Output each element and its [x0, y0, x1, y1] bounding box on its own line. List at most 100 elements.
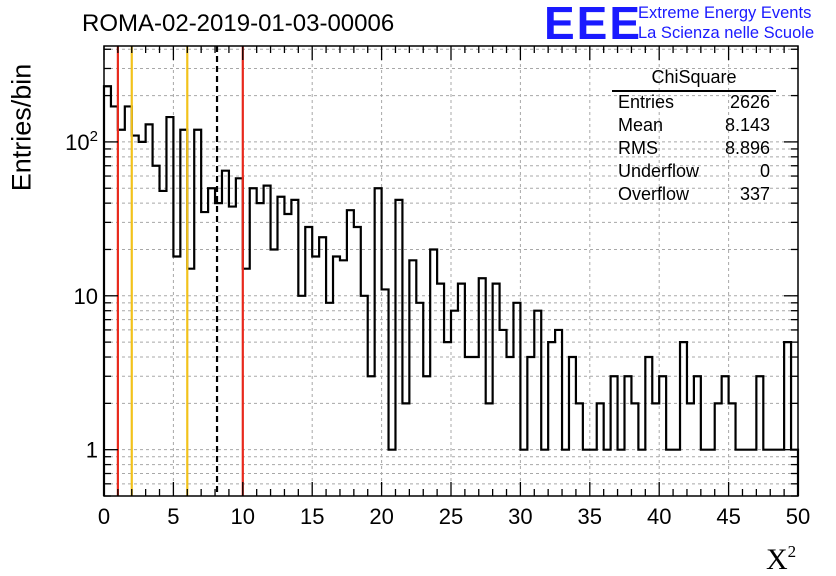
stats-label: Underflow	[618, 161, 700, 181]
histogram-bin	[493, 284, 500, 496]
histogram-bin	[416, 303, 423, 496]
histogram-bin	[645, 357, 652, 496]
histogram-bin	[284, 214, 291, 496]
histogram-bin	[701, 450, 708, 496]
histogram-bin	[423, 376, 430, 496]
histogram-bin	[271, 249, 278, 496]
stats-value: 8.896	[724, 138, 770, 158]
x-axis-ticks: 0 5 10 15 20 25 30 35 40 45 50	[98, 46, 810, 529]
x-tick-label: 15	[300, 504, 324, 529]
y-tick-label: 1	[86, 438, 98, 463]
histogram-bin	[548, 342, 555, 496]
histogram-bin	[340, 260, 347, 496]
histogram-bin	[673, 450, 680, 496]
histogram-bin	[576, 403, 583, 496]
histogram-bin	[736, 450, 743, 496]
y-axis-label: Entries/bin	[6, 63, 37, 192]
x-tick-label: 45	[716, 504, 740, 529]
histogram-bin	[507, 357, 514, 496]
histogram-bin	[278, 197, 285, 496]
stats-label: Overflow	[618, 184, 690, 204]
stats-value: 0	[759, 161, 770, 181]
y-tick-label-base: 10	[65, 130, 89, 155]
histogram-bin	[326, 303, 333, 496]
histogram-bin	[257, 203, 264, 496]
histogram-bin	[715, 403, 722, 496]
y-tick-label-exponent: 2	[90, 128, 98, 145]
histogram-bin	[402, 403, 409, 496]
x-tick-label: 0	[98, 504, 110, 529]
histogram-bin	[638, 450, 645, 496]
histogram-bin	[569, 357, 576, 496]
histogram-bin	[562, 450, 569, 496]
histogram-bin	[479, 278, 486, 496]
y-axis-label-wrap: Entries/bin	[2, 64, 42, 192]
histogram-bin	[229, 207, 236, 496]
histogram-bin	[500, 330, 507, 496]
histogram-bin	[777, 450, 784, 496]
histogram-bin	[160, 191, 167, 496]
histogram-bin	[333, 257, 340, 496]
histogram-bin	[139, 142, 146, 496]
stats-label: Mean	[618, 115, 664, 135]
histogram-bin	[625, 376, 632, 496]
x-tick-label: 40	[647, 504, 671, 529]
histogram-bin	[666, 450, 673, 496]
histogram-bin	[430, 249, 437, 496]
histogram-bin	[770, 450, 777, 496]
histogram-bin	[729, 403, 736, 496]
histogram-bin	[409, 260, 416, 496]
histogram-bin	[444, 342, 451, 496]
histogram-bin	[784, 342, 791, 496]
histogram-bin	[680, 342, 687, 496]
histogram-bin	[652, 403, 659, 496]
histogram-bin	[541, 450, 548, 496]
histogram-bin	[389, 450, 396, 496]
histogram-bin	[687, 403, 694, 496]
x-axis-label-superscript: 2	[787, 542, 797, 561]
stats-label: RMS	[618, 138, 658, 158]
histogram-bin	[201, 212, 208, 496]
histogram-bin	[437, 284, 444, 496]
histogram-bin	[354, 227, 361, 496]
stats-value: 8.143	[724, 115, 770, 135]
histogram-bin	[590, 450, 597, 496]
histogram-bin	[395, 200, 402, 496]
histogram-bin	[291, 200, 298, 496]
histogram-bin	[305, 227, 312, 496]
histogram-bin	[555, 330, 562, 496]
histogram-bin	[347, 210, 354, 496]
histogram-bin	[173, 257, 180, 496]
x-axis-label: X2	[766, 536, 796, 576]
histogram-bin	[451, 311, 458, 496]
stats-divider	[612, 90, 776, 92]
histogram-bin	[264, 186, 271, 496]
histogram-bin	[153, 166, 160, 496]
histogram-bin	[611, 376, 618, 496]
histogram-bin	[631, 403, 638, 496]
x-tick-label: 25	[439, 504, 463, 529]
histogram-bin	[361, 296, 368, 496]
x-tick-label: 30	[508, 504, 532, 529]
histogram-bin	[298, 296, 305, 496]
histogram-bin	[520, 450, 527, 496]
histogram-bin	[222, 171, 229, 496]
cut-lines	[116, 46, 244, 496]
histogram-bin	[194, 130, 201, 496]
histogram-bin	[458, 284, 465, 496]
histogram	[102, 85, 800, 496]
stats-value: 2626	[729, 92, 770, 112]
histogram-bin	[166, 117, 173, 496]
chart-title: ROMA-02-2019-01-03-00006	[82, 10, 395, 37]
histogram-bin	[146, 124, 153, 496]
histogram-bin	[694, 376, 701, 496]
x-tick-label: 35	[578, 504, 602, 529]
stats-value: 337	[739, 184, 770, 204]
x-tick-label: 10	[231, 504, 255, 529]
stats-title: ChiSquare	[651, 67, 737, 87]
histogram-outline	[102, 85, 800, 496]
histogram-bin	[763, 450, 770, 496]
histogram-bin	[104, 86, 111, 496]
histogram-bin	[742, 450, 749, 496]
